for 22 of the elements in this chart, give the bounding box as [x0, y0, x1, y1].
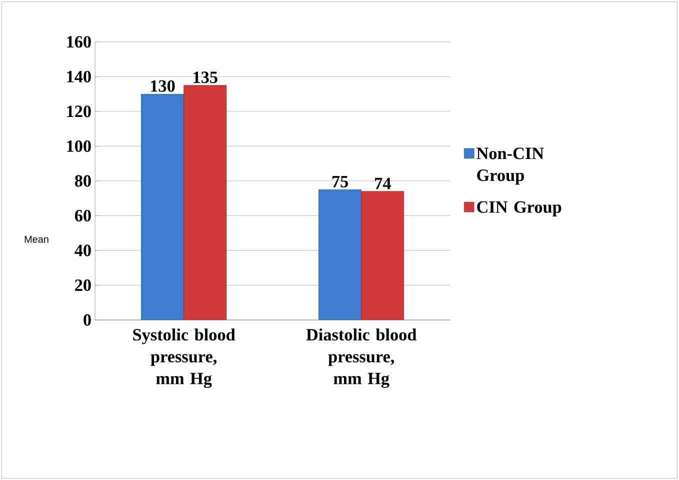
y-tick-label: 100 — [67, 140, 91, 152]
bar — [184, 85, 227, 320]
y-tick-label: 80 — [74, 175, 91, 187]
bar — [361, 191, 404, 320]
data-label: 74 — [375, 178, 391, 190]
data-label: 135 — [194, 72, 218, 84]
y-tick-label: 20 — [75, 279, 91, 291]
x-tick-label: Diastolic blood pressure, mm Hg — [306, 328, 417, 388]
x-tick-label: Systolic blood pressure, mm Hg — [133, 328, 236, 388]
y-tick-label: 40 — [74, 244, 91, 256]
y-tick-label: 0 — [84, 314, 91, 326]
legend-label: CIN Group — [477, 201, 562, 216]
y-tick-label: 60 — [74, 210, 91, 222]
legend-label: Non-CIN Group — [476, 148, 544, 185]
y-tick-label: 160 — [67, 36, 91, 48]
y-tick-label: 120 — [67, 106, 91, 118]
y-tick-label: 140 — [67, 70, 91, 82]
bar — [141, 94, 184, 320]
bar — [318, 189, 362, 320]
data-label: 75 — [332, 176, 348, 188]
y-axis-title: Mean — [24, 236, 48, 243]
data-label: 130 — [151, 80, 175, 92]
